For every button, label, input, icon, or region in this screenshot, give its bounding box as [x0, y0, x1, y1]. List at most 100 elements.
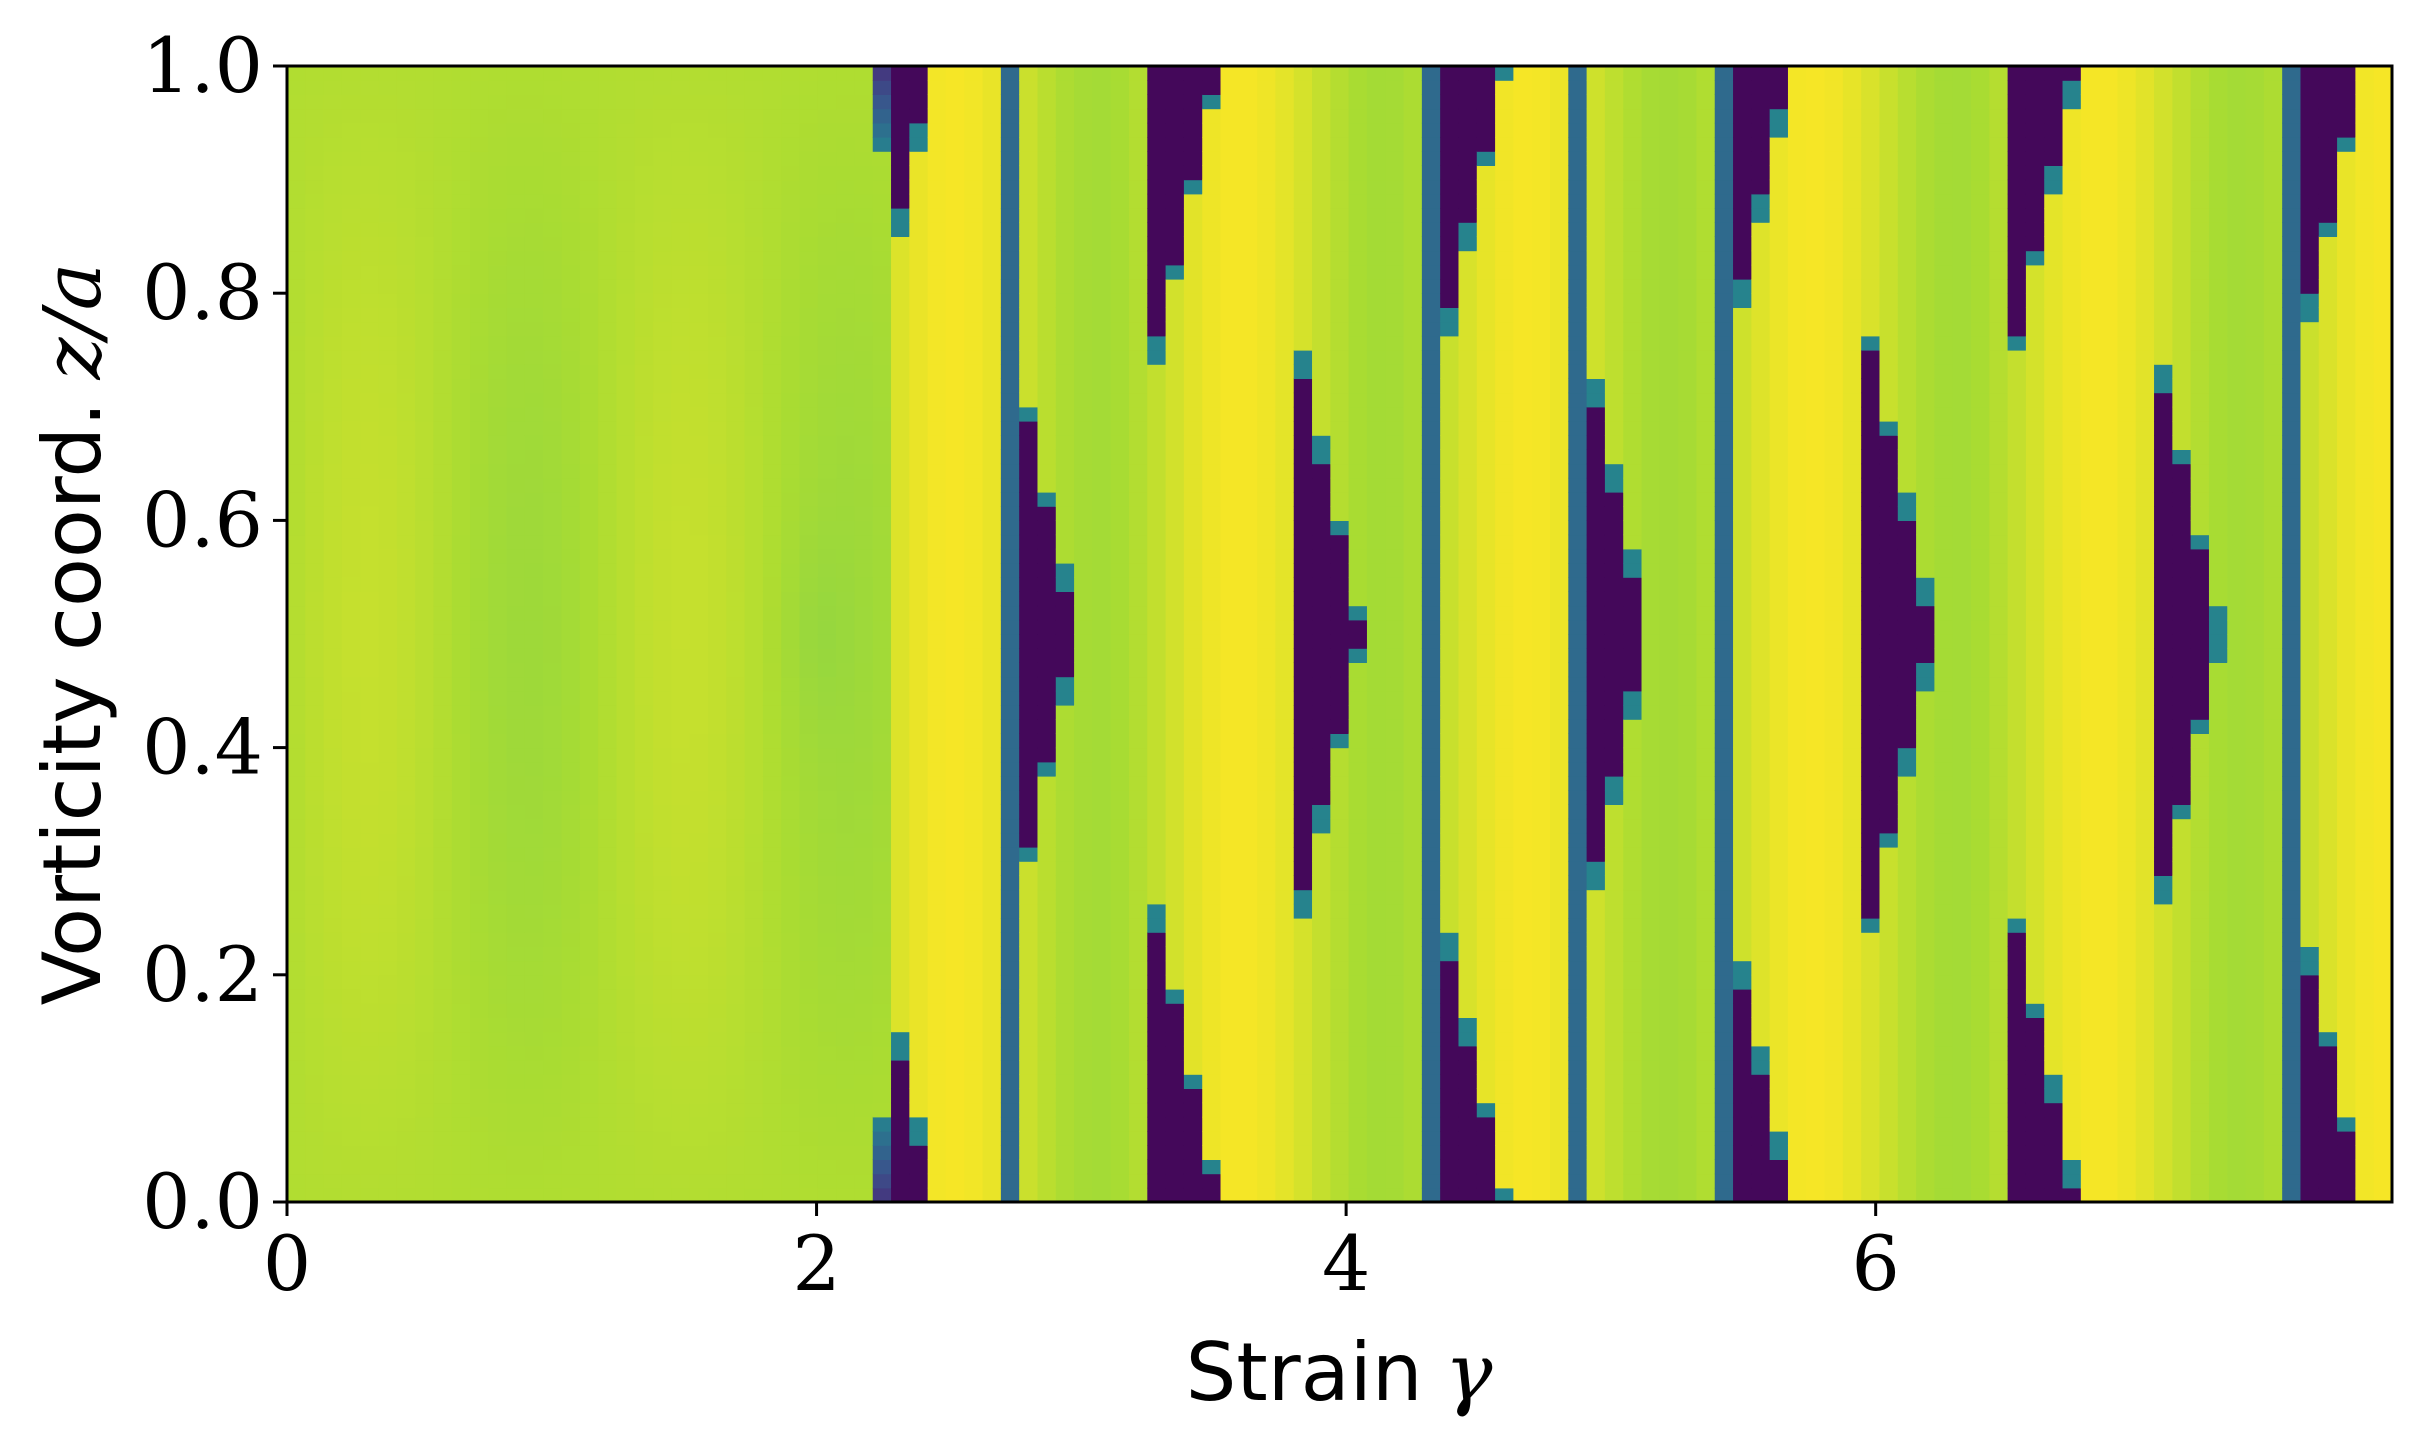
heatmap-cell — [891, 193, 910, 209]
heatmap-cell — [689, 463, 709, 479]
heatmap-cell — [653, 534, 672, 550]
heatmap-cell — [433, 804, 453, 820]
heatmap-cell — [1238, 378, 1258, 394]
heatmap-cell — [1129, 818, 1148, 834]
heatmap-cell — [1147, 1145, 1167, 1160]
heatmap-cell — [378, 861, 398, 876]
heatmap-cell — [451, 974, 471, 990]
heatmap-cell — [1421, 733, 1441, 749]
heatmap-cell — [634, 889, 654, 905]
heatmap-cell — [1110, 350, 1130, 365]
heatmap-cell — [1330, 151, 1350, 166]
heatmap-cell — [415, 193, 435, 209]
heatmap-cell — [927, 946, 947, 962]
heatmap-cell — [945, 350, 965, 365]
heatmap-cell — [634, 676, 654, 692]
heatmap-cell — [1238, 1074, 1258, 1089]
heatmap-cell — [1037, 250, 1057, 266]
heatmap-cell — [1330, 946, 1350, 962]
heatmap-cell — [945, 818, 965, 834]
heatmap-cell — [1385, 577, 1405, 592]
heatmap-cell — [287, 1187, 306, 1203]
heatmap-cell — [1293, 477, 1313, 493]
heatmap-cell — [982, 648, 1002, 663]
heatmap-cell — [1348, 761, 1368, 777]
heatmap-cell — [1202, 648, 1222, 663]
heatmap-cell — [634, 137, 654, 152]
heatmap-cell — [598, 1102, 618, 1118]
heatmap-cell — [415, 861, 435, 876]
heatmap-cell — [964, 776, 984, 791]
heatmap-cell — [524, 137, 544, 152]
heatmap-cell — [415, 974, 435, 990]
heatmap-cell — [1074, 761, 1093, 777]
heatmap-cell — [1129, 137, 1148, 152]
heatmap-cell — [451, 1173, 471, 1189]
heatmap-cell — [836, 1003, 856, 1018]
heatmap-cell — [451, 392, 471, 408]
heatmap-cell — [1110, 506, 1130, 521]
heatmap-cell — [982, 776, 1002, 791]
heatmap-cell — [1293, 662, 1313, 678]
heatmap-cell — [524, 719, 544, 734]
heatmap-cell — [1366, 208, 1386, 223]
heatmap-cell — [488, 264, 508, 280]
heatmap-cell — [341, 946, 361, 962]
heatmap-cell — [378, 790, 398, 805]
heatmap-cell — [1275, 350, 1295, 365]
heatmap-cell — [872, 818, 892, 834]
heatmap-cell — [1421, 690, 1441, 706]
heatmap-cell — [1000, 733, 1020, 749]
heatmap-cell — [653, 449, 672, 465]
heatmap-cell — [1055, 492, 1075, 507]
heatmap-cell — [1019, 875, 1039, 891]
heatmap-cell — [1348, 577, 1368, 592]
heatmap-cell — [708, 179, 727, 195]
heatmap-cell — [1183, 1088, 1203, 1104]
heatmap-cell — [634, 66, 654, 81]
heatmap-cell — [433, 307, 453, 323]
heatmap-cell — [726, 477, 746, 493]
heatmap-cell — [1092, 165, 1112, 181]
heatmap-cell — [634, 279, 654, 294]
heatmap-cell — [982, 903, 1002, 919]
heatmap-cell — [598, 1074, 618, 1089]
heatmap-cell — [1183, 960, 1203, 976]
heatmap-cell — [744, 875, 764, 891]
heatmap-cell — [287, 974, 306, 990]
heatmap-cell — [1202, 435, 1222, 450]
heatmap-cell — [854, 1159, 874, 1175]
heatmap-cell — [891, 733, 910, 749]
heatmap-cell — [634, 989, 654, 1004]
heatmap-cell — [1366, 293, 1386, 308]
heatmap-cell — [982, 307, 1002, 323]
heatmap-cell — [781, 80, 801, 95]
heatmap-cell — [1074, 208, 1093, 223]
heatmap-cell — [1330, 804, 1350, 820]
heatmap-cell — [470, 619, 489, 635]
heatmap-cell — [506, 66, 526, 81]
heatmap-cell — [671, 1116, 691, 1132]
heatmap-cell — [1000, 804, 1020, 820]
heatmap-cell — [1385, 520, 1405, 536]
heatmap-cell — [1312, 435, 1331, 450]
heatmap-cell — [1202, 520, 1222, 536]
heatmap-cell — [836, 690, 856, 706]
heatmap-cell — [982, 662, 1002, 678]
heatmap-cell — [1165, 108, 1185, 124]
heatmap-cell — [891, 264, 910, 280]
heatmap-cell — [1055, 236, 1075, 252]
heatmap-cell — [1037, 733, 1057, 749]
heatmap-cell — [781, 960, 801, 976]
heatmap-cell — [451, 804, 471, 820]
heatmap-cell — [341, 392, 361, 408]
heatmap-cell — [543, 406, 563, 422]
heatmap-cell — [433, 392, 453, 408]
heatmap-cell — [1074, 1173, 1093, 1189]
heatmap-cell — [1183, 236, 1203, 252]
heatmap-cell — [1074, 1003, 1093, 1018]
heatmap-cell — [708, 421, 727, 436]
heatmap-cell — [433, 889, 453, 905]
heatmap-cell — [909, 1102, 929, 1118]
heatmap-cell — [1183, 122, 1203, 138]
